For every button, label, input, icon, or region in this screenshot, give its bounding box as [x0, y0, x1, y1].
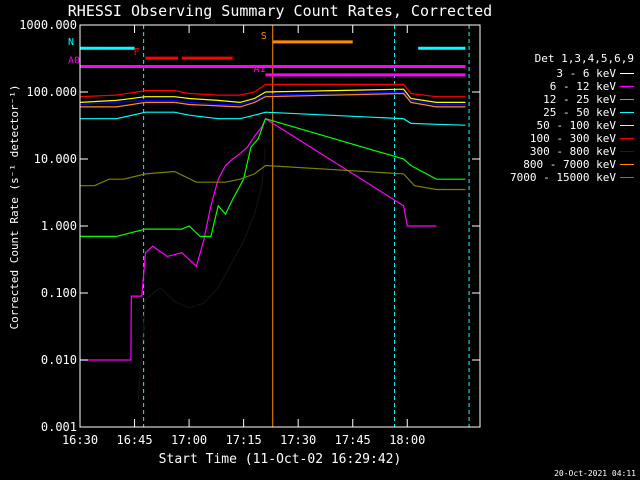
legend-swatch: [620, 125, 634, 126]
legend-entry-label: 25 - 50 keV: [543, 106, 616, 119]
series-line-5: [79, 83, 466, 98]
flag-label-S: S: [261, 31, 267, 42]
legend-swatch: [620, 164, 634, 165]
legend-entry-label: 6 - 12 keV: [549, 80, 616, 93]
x-tick-label-2: 17:00: [171, 433, 207, 447]
y-tick-label-6: 0.001: [41, 420, 77, 434]
legend-swatch: [620, 73, 634, 74]
flag-label-A1: A1: [253, 64, 265, 75]
legend-swatch: [620, 151, 634, 152]
series-line-4: [79, 88, 466, 104]
legend-entry: 300 - 800 keV: [478, 145, 634, 158]
series-line-3: [80, 111, 466, 126]
legend-entry: 50 - 100 keV: [478, 119, 634, 132]
legend-entry-label: 800 - 7000 keV: [523, 158, 616, 171]
legend-swatch: [620, 177, 634, 178]
y-tick-label-3: 1.000: [41, 219, 77, 233]
x-tick-label-5: 17:45: [335, 433, 371, 447]
x-tick-label-4: 17:30: [280, 433, 316, 447]
legend-entry: 100 - 300 keV: [478, 132, 634, 145]
x-tick-label-3: 17:15: [226, 433, 262, 447]
series-line-6: [79, 91, 466, 106]
y-tick-label-2: 10.000: [34, 152, 77, 166]
legend-swatch: [620, 138, 634, 139]
series-line-8: [80, 164, 466, 191]
legend-entry: 25 - 50 keV: [478, 106, 634, 119]
legend-entry: 800 - 7000 keV: [478, 158, 634, 171]
y-tick-label-4: 0.100: [41, 286, 77, 300]
legend-entry: 6 - 12 keV: [478, 80, 634, 93]
render-timestamp: 20-Oct-2021 04:11: [554, 469, 636, 478]
legend-entry: 3 - 6 keV: [478, 67, 634, 80]
y-axis-label: Corrected Count Rate (s⁻¹ detector⁻¹): [8, 84, 21, 330]
legend-swatch: [620, 99, 634, 100]
x-tick-label-6: 18:00: [389, 433, 425, 447]
legend-title: Det 1,3,4,5,6,9: [534, 52, 634, 65]
legend-swatch: [620, 112, 634, 113]
legend-swatch: [620, 86, 634, 87]
flag-label-A0: A0: [68, 56, 80, 67]
legend-entry: 12 - 25 keV: [478, 93, 634, 106]
chart-title: RHESSI Observing Summary Count Rates, Co…: [67, 2, 493, 20]
legend-entry-label: 3 - 6 keV: [556, 67, 616, 80]
x-tick-label-1: 16:45: [116, 433, 152, 447]
legend-entry-label: 7000 - 15000 keV: [510, 171, 616, 184]
x-axis-label: Start Time (11-Oct-02 16:29:42): [158, 452, 402, 467]
legend-entry-label: 100 - 300 keV: [529, 132, 616, 145]
y-tick-label-5: 0.010: [41, 353, 77, 367]
legend-entry-label: 12 - 25 keV: [543, 93, 616, 106]
legend: Det 1,3,4,5,6,9 3 - 6 keV 6 - 12 keV 12 - …: [478, 52, 634, 184]
series-line-2: [80, 117, 466, 237]
legend-entry-label: 300 - 800 keV: [529, 145, 616, 158]
y-tick-label-1: 100.000: [26, 85, 77, 99]
series-line-1: [80, 117, 437, 361]
flag-label-N: N: [68, 37, 74, 48]
series-line-7: [80, 92, 466, 108]
legend-entry: 7000 - 15000 keV: [478, 171, 634, 184]
series-line-0: [137, 147, 267, 401]
flag-label-F: F: [133, 47, 139, 58]
y-tick-label-0: 1000.000: [19, 18, 77, 32]
legend-entry-label: 50 - 100 keV: [536, 119, 616, 132]
x-tick-label-0: 16:30: [62, 433, 98, 447]
